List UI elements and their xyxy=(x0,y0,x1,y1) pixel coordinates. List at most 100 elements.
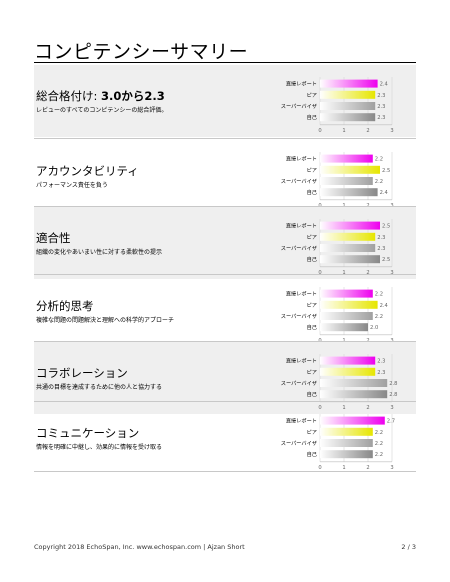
bar xyxy=(320,289,373,298)
rating-chart: 直接レポート 2.4 ピア 2.3 スーパーバイザ 2.3 自己 2.3 0 1 2 3 xyxy=(281,77,394,134)
bar xyxy=(320,367,376,376)
section-divider xyxy=(34,206,416,207)
section-title-text: コミュニケーション xyxy=(36,426,140,440)
value-label: 2.3 xyxy=(377,93,385,99)
section-divider xyxy=(34,341,416,342)
value-label: 2.2 xyxy=(375,452,383,458)
tick-label: 1 xyxy=(342,128,345,134)
bar xyxy=(320,221,380,230)
section-adaptability: 適合性 組織の変化やあいまい性に対する柔軟性の提示 直接レポート 2.5 ピア 2.3… xyxy=(34,207,416,279)
tick-label: 3 xyxy=(390,270,393,276)
title-divider xyxy=(34,62,416,63)
bar xyxy=(320,390,388,399)
category-label: ピア xyxy=(307,302,317,309)
section-divider xyxy=(34,401,416,402)
value-label: 2.3 xyxy=(377,104,385,110)
category-label: 自己 xyxy=(307,188,317,196)
bar xyxy=(320,379,388,387)
value-label: 2.3 xyxy=(377,370,385,376)
value-label: 2.2 xyxy=(375,179,383,185)
value-label: 2.4 xyxy=(380,303,389,309)
tick-label: 3 xyxy=(390,338,393,344)
section-description: 組織の変化やあいまい性に対する柔軟性の提示 xyxy=(36,249,163,256)
tick-label: 1 xyxy=(342,270,345,276)
section-title: アカウンタビリティ xyxy=(36,163,139,179)
category-label: ピア xyxy=(307,429,317,436)
bar xyxy=(320,90,376,99)
tick-label: 2 xyxy=(366,203,369,209)
bar xyxy=(320,439,373,447)
value-label: 2.5 xyxy=(382,224,390,230)
category-label: スーパーバイザ xyxy=(281,440,317,447)
rating-chart: 直接レポート 2.2 ピア 2.4 スーパーバイザ 2.2 自己 2.0 0 1 2 3 xyxy=(281,287,394,344)
category-label: ピア xyxy=(307,92,317,99)
section-title: 適合性 xyxy=(36,230,71,246)
section-divider xyxy=(34,471,416,472)
section-description: 情報を明確に中継し、効果的に情報を受け取る xyxy=(36,444,163,451)
category-label: 直接レポート xyxy=(286,417,317,425)
rating-chart: 直接レポート 2.5 ピア 2.3 スーパーバイザ 2.3 自己 2.5 0 1 2 3 xyxy=(281,219,394,276)
category-label: スーパーバイザ xyxy=(281,103,317,110)
section-title: 総合格付け: 3.0から2.3 xyxy=(36,88,165,104)
section-title-text: アカウンタビリティ xyxy=(36,164,139,178)
bar xyxy=(320,177,373,185)
tick-label: 1 xyxy=(342,338,345,344)
bar xyxy=(320,102,376,110)
bar xyxy=(320,244,376,252)
section-title-text: コラボレーション xyxy=(36,366,128,380)
value-label: 2.7 xyxy=(387,419,395,425)
section-description: 複雑な問題の問題解決と理解への科学的アプローチ xyxy=(36,317,175,324)
tick-label: 0 xyxy=(318,203,321,209)
section-title-text: 適合性 xyxy=(36,231,71,245)
section-description: レビューのすべてのコンピテンシーの総合評価。 xyxy=(36,107,168,114)
tick-label: 0 xyxy=(318,128,321,134)
bar xyxy=(320,165,380,174)
section-divider xyxy=(34,274,416,275)
tick-label: 0 xyxy=(318,405,321,411)
category-label: ピア xyxy=(307,234,317,241)
tick-label: 1 xyxy=(342,203,345,209)
tick-label: 1 xyxy=(342,465,345,471)
tick-label: 2 xyxy=(366,128,369,134)
tick-label: 3 xyxy=(390,465,393,471)
category-label: 自己 xyxy=(307,450,317,458)
value-label: 2.3 xyxy=(377,235,385,241)
bar xyxy=(320,323,368,332)
value-label: 2.5 xyxy=(382,257,390,263)
category-label: スーパーバイザ xyxy=(281,313,317,320)
rating-chart: 直接レポート 2.7 ピア 2.2 スーパーバイザ 2.2 自己 2.2 0 1 2 3 xyxy=(281,414,395,471)
category-label: 直接レポート xyxy=(286,290,317,298)
bar xyxy=(320,416,385,425)
category-label: ピア xyxy=(307,369,317,376)
bar xyxy=(320,356,376,365)
value-label: 2.8 xyxy=(389,381,397,387)
tick-label: 0 xyxy=(318,270,321,276)
value-label: 2.3 xyxy=(377,246,385,252)
bar xyxy=(320,113,376,122)
bar xyxy=(320,450,373,459)
section-analytical-thinking: 分析的思考 複雑な問題の問題解決と理解への科学的アプローチ 直接レポート 2.2 ピ… xyxy=(34,275,416,347)
value-label: 2.8 xyxy=(389,392,397,398)
tick-label: 0 xyxy=(318,465,321,471)
category-label: 直接レポート xyxy=(286,80,317,88)
section-description: パフォーマンス責任を負う xyxy=(36,182,108,189)
page-title: コンピテンシーサマリー xyxy=(34,41,249,63)
bar xyxy=(320,79,378,88)
value-label: 2.4 xyxy=(380,82,389,88)
value-label: 2.4 xyxy=(380,190,389,196)
bar xyxy=(320,300,378,309)
section-title: コラボレーション xyxy=(36,365,128,381)
tick-label: 2 xyxy=(366,465,369,471)
value-label: 2.2 xyxy=(375,314,383,320)
category-label: スーパーバイザ xyxy=(281,380,317,387)
tick-label: 2 xyxy=(366,338,369,344)
section-title-text: 総合格付け: xyxy=(36,89,98,103)
bar xyxy=(320,154,373,163)
category-label: 自己 xyxy=(307,390,317,398)
overall-score: 3.0から2.3 xyxy=(101,89,165,103)
category-label: 直接レポート xyxy=(286,357,317,365)
category-label: 自己 xyxy=(307,255,317,263)
tick-label: 3 xyxy=(390,405,393,411)
bar xyxy=(320,427,373,436)
bar xyxy=(320,312,373,320)
